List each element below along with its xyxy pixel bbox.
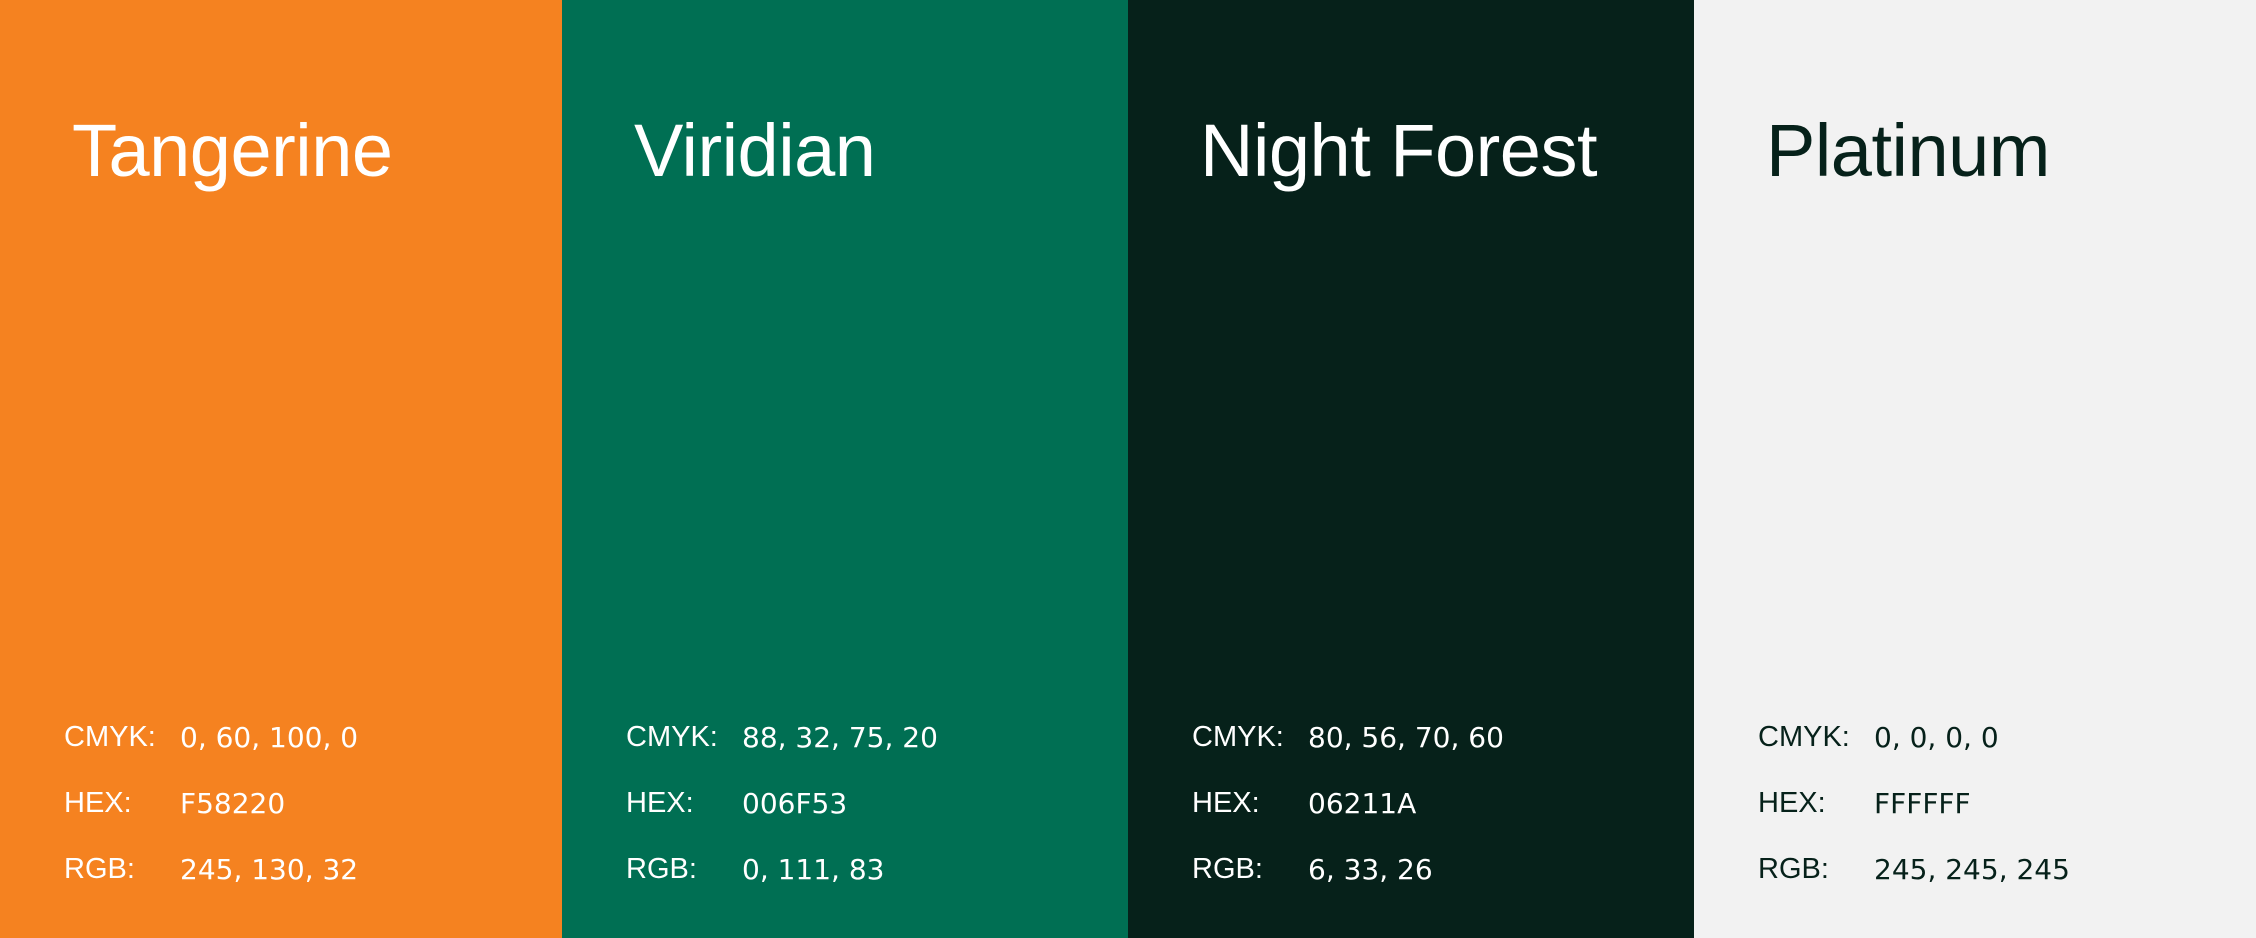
rgb-label: RGB: — [1758, 852, 1829, 885]
hex-row: HEX: FFFFFF — [1758, 770, 2070, 836]
cmyk-row: CMYK: 0, 60, 100, 0 — [64, 704, 358, 770]
cmyk-label: CMYK: — [1192, 720, 1284, 753]
color-specs: CMYK: 0, 0, 0, 0 HEX: FFFFFF RGB: 245, 245,… — [1758, 704, 2070, 902]
cmyk-label: CMYK: — [1758, 720, 1850, 753]
cmyk-row: CMYK: 88, 32, 75, 20 — [626, 704, 938, 770]
cmyk-value: 80, 56, 70, 60 — [1308, 720, 1504, 754]
rgb-row: RGB: 245, 245, 245 — [1758, 836, 2070, 902]
swatch-platinum: Platinum CMYK: 0, 0, 0, 0 HEX: FFFFFF RGB:… — [1694, 0, 2256, 938]
color-specs: CMYK: 0, 60, 100, 0 HEX: F58220 RGB: 245, 1… — [64, 704, 358, 902]
rgb-row: RGB: 6, 33, 26 — [1192, 836, 1504, 902]
hex-value: 06211A — [1308, 786, 1417, 820]
rgb-value: 245, 130, 32 — [180, 852, 359, 886]
cmyk-label: CMYK: — [64, 720, 156, 753]
swatch-tangerine: Tangerine CMYK: 0, 60, 100, 0 HEX: F58220 … — [0, 0, 562, 938]
color-specs: CMYK: 88, 32, 75, 20 HEX: 006F53 RGB: 0, 11… — [626, 704, 938, 902]
rgb-value: 0, 111, 83 — [742, 852, 885, 886]
rgb-label: RGB: — [626, 852, 697, 885]
color-specs: CMYK: 80, 56, 70, 60 HEX: 06211A RGB: 6, 33… — [1192, 704, 1504, 902]
rgb-value: 6, 33, 26 — [1308, 852, 1433, 886]
hex-row: HEX: 006F53 — [626, 770, 938, 836]
rgb-row: RGB: 0, 111, 83 — [626, 836, 938, 902]
cmyk-row: CMYK: 80, 56, 70, 60 — [1192, 704, 1504, 770]
swatch-viridian: Viridian CMYK: 88, 32, 75, 20 HEX: 006F53 … — [562, 0, 1128, 938]
swatch-title: Night Forest — [1200, 109, 1598, 192]
swatch-title: Viridian — [634, 109, 876, 192]
rgb-label: RGB: — [1192, 852, 1263, 885]
rgb-row: RGB: 245, 130, 32 — [64, 836, 358, 902]
cmyk-label: CMYK: — [626, 720, 718, 753]
hex-value: 006F53 — [742, 786, 848, 820]
hex-value: F58220 — [180, 786, 286, 820]
hex-row: HEX: 06211A — [1192, 770, 1504, 836]
hex-label: HEX: — [64, 786, 132, 819]
swatch-title: Tangerine — [72, 109, 393, 192]
swatch-night-forest: Night Forest CMYK: 80, 56, 70, 60 HEX: 062… — [1128, 0, 1694, 938]
cmyk-value: 88, 32, 75, 20 — [742, 720, 938, 754]
cmyk-value: 0, 0, 0, 0 — [1874, 720, 1999, 754]
swatch-title: Platinum — [1766, 109, 2050, 192]
hex-label: HEX: — [626, 786, 694, 819]
cmyk-value: 0, 60, 100, 0 — [180, 720, 359, 754]
hex-value: FFFFFF — [1874, 786, 1971, 820]
hex-label: HEX: — [1192, 786, 1260, 819]
rgb-value: 245, 245, 245 — [1874, 852, 2070, 886]
hex-label: HEX: — [1758, 786, 1826, 819]
cmyk-row: CMYK: 0, 0, 0, 0 — [1758, 704, 2070, 770]
rgb-label: RGB: — [64, 852, 135, 885]
hex-row: HEX: F58220 — [64, 770, 358, 836]
